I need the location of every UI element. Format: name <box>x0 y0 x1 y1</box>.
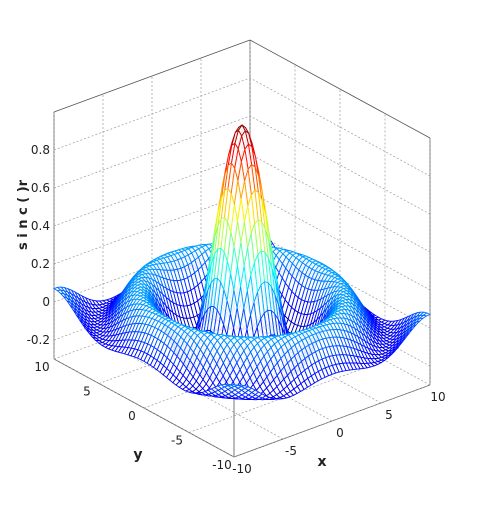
x-tick-label: 0 <box>336 426 344 440</box>
y-tick-label: -5 <box>171 434 183 448</box>
z-axis-label: s i n c ( )​r <box>16 179 31 250</box>
x-tick-label: 5 <box>385 408 393 422</box>
z-tick-label: -0.2 <box>27 333 50 347</box>
x-tick-label: -5 <box>285 444 297 458</box>
tick-labels: -10 -5 0 5 10 -10 -5 0 5 10 -0.2 0 0.2 0.4 0.6 0.8 <box>27 143 446 476</box>
y-tick-label: 5 <box>83 385 91 399</box>
y-tick-label: 0 <box>128 409 136 423</box>
z-tick-label: 0.6 <box>31 181 50 195</box>
z-tick-label: 0.2 <box>31 257 50 271</box>
z-tick-label: 0.8 <box>31 143 50 157</box>
z-tick-label: 0.4 <box>31 219 50 233</box>
x-axis-label: x <box>317 454 326 470</box>
grid-line-z <box>53 115 431 215</box>
box-edge <box>53 39 251 113</box>
grid-line-z <box>53 77 431 177</box>
box-edge <box>249 39 431 139</box>
x-tick-label: 10 <box>430 390 445 404</box>
floor-grid-y <box>233 384 431 458</box>
y-axis-label: y <box>133 447 142 463</box>
y-tick-label: -10 <box>212 458 232 472</box>
x-tick-label: -10 <box>232 462 252 476</box>
surface-mesh <box>52 124 432 401</box>
z-tick-label: 0 <box>42 295 50 309</box>
y-tick-label: 10 <box>34 360 49 374</box>
mesh-cell <box>229 384 240 388</box>
